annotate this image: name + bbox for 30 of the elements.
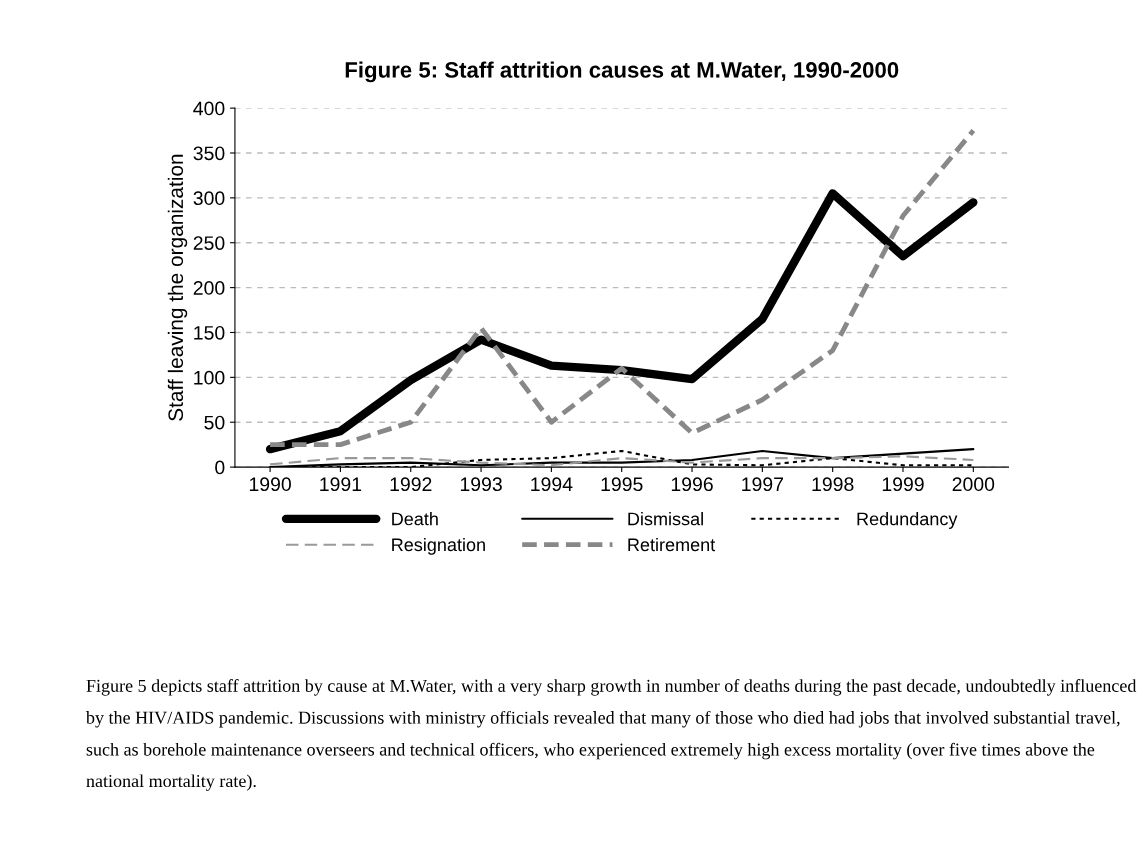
y-tick-label: 250 <box>193 236 225 250</box>
legend-label: Resignation <box>392 537 485 555</box>
line-series <box>269 455 975 467</box>
x-tick-label: 1990 <box>249 477 291 492</box>
y-tick-label: 150 <box>194 325 225 340</box>
x-tick-label: 1993 <box>460 477 502 492</box>
line-series <box>267 128 976 448</box>
x-tick-label: 1996 <box>671 477 713 492</box>
caption: Figure 5 depicts staff attrition by cause at M.Water, with a very sharp growth in number of deaths during the past decade, undoubtedly influenced by the HIV/AIDS pandemic. Discussions with ministry officials revealed that many of those who died had jobs that involved substantial travel, such as borehole maintenance overseers and technical officers, who experienced extremely high excess mortality (over five times above the national mortality rate). <box>85 679 1137 791</box>
x-tick-label: 1995 <box>601 477 643 492</box>
legend-label: Redundancy <box>857 512 958 529</box>
x-tick-label: 1992 <box>390 477 432 492</box>
x-tick-label: 2000 <box>952 477 995 492</box>
y-tick-label: 0 <box>215 460 225 475</box>
y-axis-title: Staff leaving the organization <box>167 154 188 421</box>
y-tick-label: 350 <box>193 146 225 161</box>
x-tick-label: 1999 <box>882 477 924 492</box>
legend-label: Death <box>392 512 438 526</box>
y-tick-label: 50 <box>204 415 225 430</box>
y-tick-label: 200 <box>193 281 225 295</box>
legend-label: Retirement <box>628 537 716 552</box>
y-tick-label: 400 <box>193 101 225 116</box>
x-tick-label: 1997 <box>742 477 783 492</box>
y-tick-label: 300 <box>193 191 225 206</box>
chart-title: Figure 5: Staff attrition causes at M.Water, 1990-2000 <box>345 61 899 83</box>
x-tick-label: 1998 <box>812 477 854 492</box>
y-tick-label: 100 <box>194 370 225 385</box>
x-tick-label: 1994 <box>531 477 573 492</box>
x-tick-label: 1991 <box>320 477 362 492</box>
legend-label: Dismissal <box>628 512 703 526</box>
